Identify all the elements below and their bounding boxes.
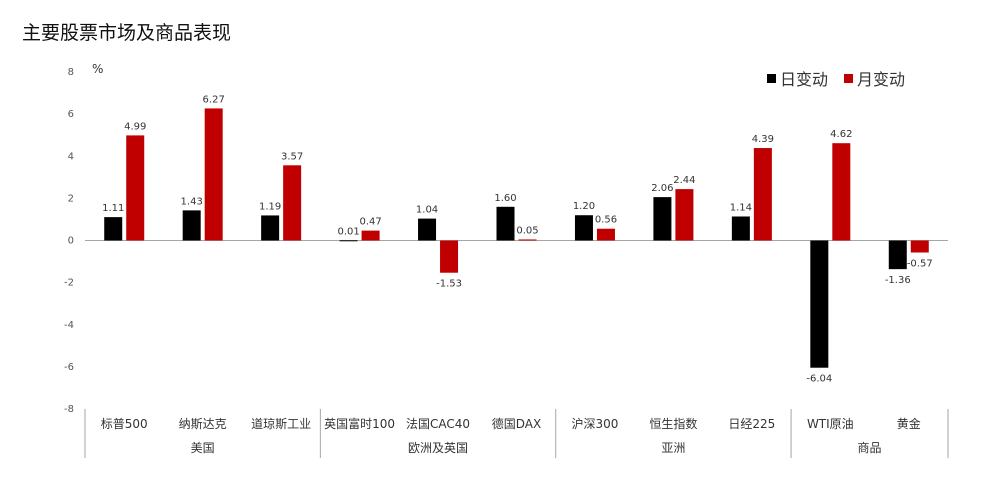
y-tick-label: 6 — [68, 109, 74, 120]
group-label: 美国 — [191, 441, 215, 455]
category-label: 德国DAX — [492, 416, 541, 431]
bar-monthly — [126, 135, 145, 241]
data-label-monthly: 4.99 — [124, 121, 146, 132]
bar-daily — [731, 216, 750, 241]
group-label: 亚洲 — [661, 441, 685, 455]
bar-daily — [496, 206, 515, 241]
category-label: 纳斯达克 — [179, 417, 227, 431]
y-tick-label: 8 — [68, 67, 74, 78]
bar-daily — [418, 218, 437, 241]
category-label: 沪深300 — [572, 417, 619, 431]
legend-item-monthly: 月变动 — [843, 66, 905, 90]
y-axis-unit: % — [92, 62, 103, 76]
legend-label-daily: 日变动 — [779, 70, 828, 89]
category-label: WTI原油 — [807, 417, 854, 431]
bar-monthly — [832, 143, 851, 241]
data-label-daily: 1.11 — [102, 203, 124, 214]
y-tick-label: -6 — [64, 362, 74, 373]
data-label-monthly: 3.57 — [281, 151, 303, 162]
bar-daily — [339, 240, 358, 242]
legend-label-monthly: 月变动 — [856, 70, 905, 89]
data-label-monthly: 2.44 — [673, 175, 695, 186]
bar-daily — [888, 240, 907, 270]
bar-monthly — [361, 230, 380, 241]
category-label: 日经225 — [728, 417, 775, 431]
y-tick-label: 4 — [68, 151, 74, 162]
y-tick-label: -2 — [64, 278, 74, 289]
y-tick-label: -4 — [64, 320, 74, 331]
bar-monthly — [753, 148, 772, 241]
data-label-daily: 1.14 — [730, 202, 752, 213]
y-tick-label: -8 — [64, 404, 74, 415]
data-label-daily: 1.04 — [416, 205, 438, 216]
chart-title: 主要股票市场及商品表现 — [22, 22, 232, 44]
bar-monthly — [910, 240, 929, 253]
category-label: 恒生指数 — [649, 416, 697, 431]
bar-daily — [653, 197, 672, 241]
data-label-daily: 2.06 — [651, 183, 673, 194]
bar-daily — [574, 215, 593, 241]
bar-daily — [182, 210, 201, 241]
y-tick-label: 2 — [68, 193, 74, 204]
y-tick-label: 0 — [68, 236, 74, 247]
data-label-monthly: 0.05 — [516, 225, 538, 236]
data-label-monthly: 0.56 — [595, 215, 617, 226]
data-label-daily: 0.01 — [337, 226, 359, 237]
category-label: 黄金 — [897, 416, 921, 431]
data-label-daily: 1.19 — [259, 201, 281, 212]
data-label-daily: -1.36 — [885, 275, 911, 286]
category-label: 道琼斯工业 — [251, 416, 311, 431]
bar-monthly — [440, 240, 459, 273]
group-label: 商品 — [858, 440, 882, 455]
legend-swatch-monthly — [843, 73, 853, 83]
legend-swatch-daily — [766, 73, 776, 83]
data-label-monthly: 4.39 — [752, 134, 774, 145]
category-label: 英国富时100 — [324, 416, 395, 431]
bar-daily — [104, 217, 123, 241]
group-label: 欧洲及英国 — [408, 441, 468, 455]
bar-daily — [261, 215, 280, 241]
legend-item-daily: 日变动 — [766, 66, 828, 90]
bar-monthly — [283, 165, 302, 241]
data-label-daily: 1.60 — [494, 193, 516, 204]
data-label-daily: -6.04 — [806, 374, 832, 385]
bar-monthly — [518, 239, 537, 241]
data-label-daily: 1.43 — [181, 196, 203, 207]
bar-monthly — [204, 108, 223, 241]
bar-monthly — [596, 228, 615, 241]
data-label-monthly: -1.53 — [436, 279, 462, 290]
data-label-daily: 1.20 — [573, 201, 595, 212]
data-label-monthly: 6.27 — [203, 94, 225, 105]
category-label: 法国CAC40 — [406, 417, 470, 431]
legend: 日变动 月变动 — [766, 66, 905, 90]
bar-daily — [810, 240, 829, 368]
data-label-monthly: -0.57 — [907, 259, 933, 270]
category-label: 标普500 — [101, 417, 148, 431]
data-label-monthly: 0.47 — [359, 217, 381, 228]
bar-monthly — [675, 189, 694, 241]
data-label-monthly: 4.62 — [830, 129, 852, 140]
